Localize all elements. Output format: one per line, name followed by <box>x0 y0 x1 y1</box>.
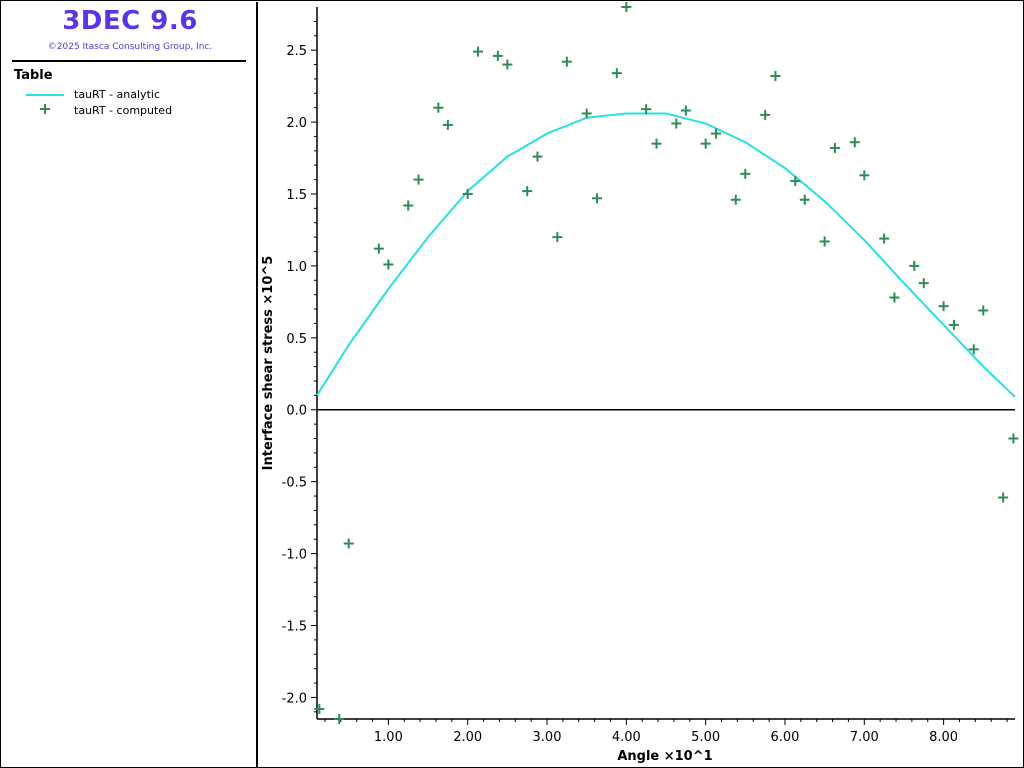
x-tick-label: 8.00 <box>929 730 958 745</box>
y-tick-label: -1.0 <box>282 548 307 563</box>
analytic-curve <box>316 112 1016 398</box>
y-tick-label: -1.5 <box>282 620 307 635</box>
app-title: 3DEC 9.6 <box>62 6 198 36</box>
axes: 2.5 2.0 1.5 1.0 0.5 0.0 -0.5 -1.0 -1.5 -2.0 1.00 2.… <box>282 7 1015 745</box>
x-tick-label: 3.00 <box>533 730 562 745</box>
computed-point <box>978 305 989 316</box>
computed-point <box>492 50 503 61</box>
computed-point <box>314 703 325 714</box>
legend-item-computed: tauRT - computed <box>74 104 173 117</box>
computed-point <box>502 59 513 70</box>
computed-point <box>760 109 771 120</box>
computed-point <box>522 186 533 197</box>
computed-point <box>591 193 602 204</box>
y-tick-label: 2.5 <box>286 44 307 59</box>
x-tick-label: 1.00 <box>374 730 403 745</box>
y-tick-label: 1.0 <box>286 260 307 275</box>
plus-icon <box>40 104 50 114</box>
computed-point <box>621 2 632 12</box>
computed-point <box>442 119 453 130</box>
x-tick-label: 4.00 <box>612 730 641 745</box>
analytic-series <box>316 112 1016 398</box>
computed-point <box>799 194 810 205</box>
computed-point <box>948 319 959 330</box>
x-tick-label: 7.00 <box>850 730 879 745</box>
y-tick-label: 1.5 <box>286 188 307 203</box>
computed-point <box>849 137 860 148</box>
computed-point <box>998 492 1009 503</box>
computed-point <box>879 233 890 244</box>
legend-line-symbol <box>26 94 64 96</box>
computed-point <box>829 142 840 153</box>
y-tick-label: -2.0 <box>282 691 307 706</box>
computed-point <box>373 243 384 254</box>
y-tick-label: -0.5 <box>282 476 307 491</box>
y-axis-label: Interface shear stress ×10^5 <box>261 256 276 471</box>
x-tick-label: 6.00 <box>771 730 800 745</box>
y-tick-label: 0.0 <box>286 404 307 419</box>
y-tick-label: 2.0 <box>286 116 307 131</box>
computed-point <box>1008 433 1019 444</box>
x-tick-label: 2.00 <box>453 730 482 745</box>
computed-point <box>889 292 900 303</box>
computed-point <box>680 105 691 116</box>
computed-point <box>561 56 572 67</box>
computed-point <box>730 194 741 205</box>
legend-item-analytic: tauRT - analytic <box>74 88 160 101</box>
computed-point <box>552 232 563 243</box>
computed-point <box>383 259 394 270</box>
computed-point <box>819 236 830 247</box>
computed-point <box>532 151 543 162</box>
computed-point <box>968 344 979 355</box>
computed-point <box>651 138 662 149</box>
computed-point <box>334 714 345 724</box>
y-tick-label: 0.5 <box>286 332 307 347</box>
computed-point <box>413 174 424 185</box>
computed-point <box>611 68 622 79</box>
computed-point <box>859 170 870 181</box>
legend-panel: 3DEC 9.6 ©2025 Itasca Consulting Group, … <box>2 2 258 767</box>
computed-point <box>909 260 920 271</box>
legend-title: Table <box>14 68 53 83</box>
computed-point <box>343 538 354 549</box>
computed-series <box>314 2 1019 724</box>
x-tick-label: 5.00 <box>691 730 720 745</box>
computed-point <box>740 168 751 179</box>
computed-point <box>462 188 473 199</box>
computed-point <box>403 200 414 211</box>
computed-point <box>710 128 721 139</box>
computed-point <box>918 278 929 289</box>
computed-point <box>641 104 652 115</box>
copyright-text: ©2025 Itasca Consulting Group, Inc. <box>47 42 213 52</box>
computed-point <box>700 138 711 149</box>
legend-divider <box>12 60 246 62</box>
computed-point <box>790 176 801 187</box>
computed-point <box>770 71 781 82</box>
computed-point <box>433 102 444 113</box>
computed-point <box>473 46 484 57</box>
computed-point <box>581 108 592 119</box>
chart-area: 2.5 2.0 1.5 1.0 0.5 0.0 -0.5 -1.0 -1.5 -2.0 1.00 2.… <box>261 2 1019 764</box>
x-axis-label: Angle ×10^1 <box>617 749 712 764</box>
computed-point <box>938 301 949 312</box>
computed-point <box>671 118 682 129</box>
